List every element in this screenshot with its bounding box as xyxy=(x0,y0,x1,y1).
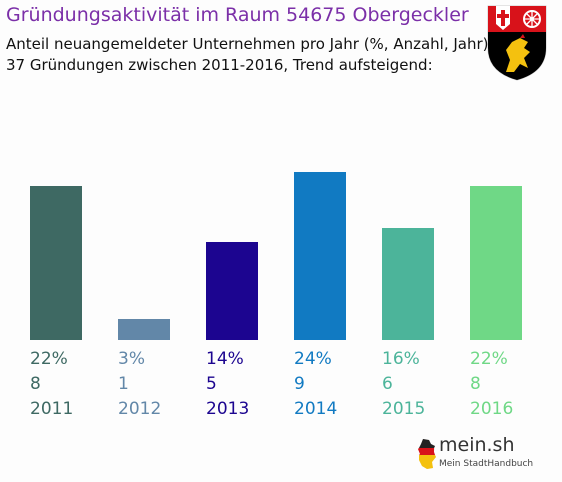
value-label-2014: 24% xyxy=(294,349,332,369)
bar-2012 xyxy=(118,319,170,340)
chart-subtitle-1: Anteil neuangemeldeter Unternehmen pro J… xyxy=(6,35,489,53)
value-label-2012: 3% xyxy=(118,349,145,369)
chart-subtitle-2: 37 Gründungen zwischen 2011-2016, Trend … xyxy=(6,56,433,74)
count-label-2012: 1 xyxy=(118,374,129,394)
year-label-2011: 2011 xyxy=(30,399,73,419)
year-label-2013: 2013 xyxy=(206,399,249,419)
value-label-2016: 22% xyxy=(470,349,508,369)
brand-logo: mein.sh Mein StadtHandbuch xyxy=(415,432,533,476)
count-label-2015: 6 xyxy=(382,374,393,394)
bar-2014 xyxy=(294,172,346,340)
year-label-2015: 2015 xyxy=(382,399,425,419)
year-label-2012: 2012 xyxy=(118,399,161,419)
value-label-2013: 14% xyxy=(206,349,244,369)
value-label-2011: 22% xyxy=(30,349,68,369)
chart-title: Gründungsaktivität im Raum 54675 Obergec… xyxy=(6,4,469,26)
count-label-2014: 9 xyxy=(294,374,305,394)
brand-tagline: Mein StadtHandbuch xyxy=(439,459,534,469)
germany-map-icon xyxy=(418,439,436,469)
value-label-2015: 16% xyxy=(382,349,420,369)
brand-name: mein.sh xyxy=(439,434,515,456)
count-label-2011: 8 xyxy=(30,374,41,394)
year-label-2014: 2014 xyxy=(294,399,337,419)
bar-2016 xyxy=(470,186,522,340)
count-label-2013: 5 xyxy=(206,374,217,394)
bar-2011 xyxy=(30,186,82,340)
bar-2013 xyxy=(206,242,258,340)
count-label-2016: 8 xyxy=(470,374,481,394)
rhineland-palatinate-coat-of-arms-icon xyxy=(487,5,547,81)
bar-2015 xyxy=(382,228,434,340)
year-label-2016: 2016 xyxy=(470,399,513,419)
